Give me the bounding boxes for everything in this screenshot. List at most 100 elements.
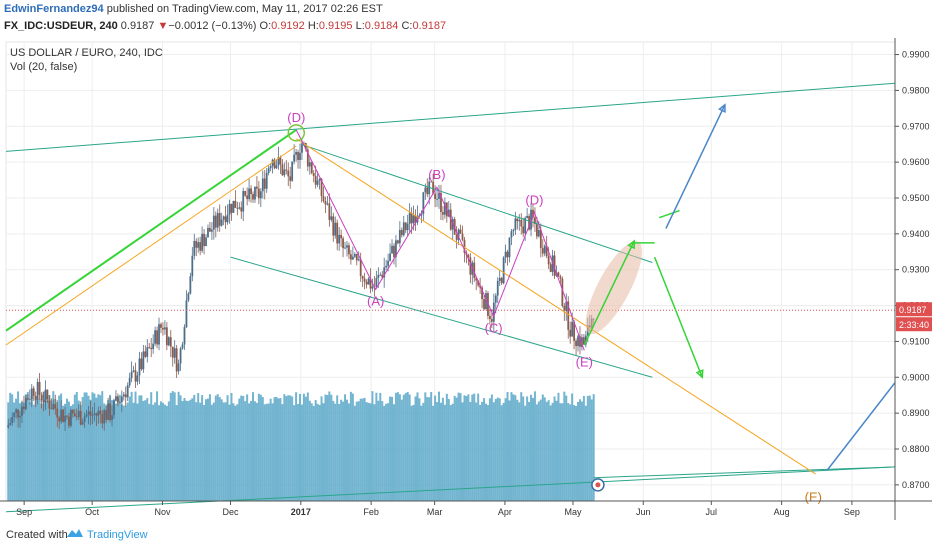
candle-body	[536, 224, 538, 237]
volume-bar	[551, 402, 554, 501]
volume-bar	[314, 399, 317, 501]
candle-body	[297, 152, 299, 161]
volume-bar	[410, 405, 413, 501]
orange-target-line	[296, 138, 816, 475]
axes: 0.9900 0.9800 0.9700 0.9600 0.9500 0.9400 0.93…	[0, 38, 932, 520]
volume-bar	[359, 398, 362, 501]
volume-bar	[187, 401, 190, 501]
event-marker-icon-dot	[595, 482, 601, 488]
candle-body	[541, 248, 544, 254]
candle-body	[271, 159, 274, 167]
tradingview-logo-icon[interactable]	[66, 526, 84, 540]
volume-bar	[20, 401, 23, 501]
volume-bar	[404, 393, 407, 501]
candle-body	[281, 164, 284, 176]
candle-body	[242, 190, 245, 212]
volume-bar	[203, 404, 206, 501]
candle-body	[518, 220, 521, 222]
candle-body	[91, 414, 94, 416]
candle-body	[169, 337, 172, 347]
candle-body	[97, 410, 100, 416]
candle-body	[377, 275, 380, 279]
green-down-arrow	[653, 256, 703, 378]
volume-bar	[40, 404, 43, 501]
low-label: L:	[355, 20, 365, 32]
candle-body	[440, 192, 442, 213]
volume-bar	[553, 396, 556, 501]
volume-bar	[496, 397, 499, 501]
volume-bar	[118, 394, 121, 501]
candle-body	[181, 344, 184, 349]
candle-body	[559, 276, 562, 279]
drawings: (D) (A) (B) (C) (D) (E) (E)	[5, 82, 896, 513]
candle-body	[244, 190, 247, 196]
candle-body	[549, 264, 552, 272]
price-tick-label: 0.8800	[902, 444, 930, 454]
candle-body	[299, 152, 301, 161]
candle-body	[483, 299, 485, 310]
candle-body	[42, 400, 45, 403]
volume-bar	[344, 394, 347, 501]
volume-bar	[60, 393, 63, 501]
bottom-support-line	[5, 466, 896, 513]
volume-bar	[197, 393, 200, 501]
volume-bar	[226, 395, 229, 501]
volume-bar	[461, 402, 464, 501]
volume-bar	[318, 404, 321, 501]
volume-bar	[300, 404, 303, 501]
candle-body	[436, 198, 438, 200]
price-tick-label: 0.9600	[902, 157, 930, 167]
candle-body	[162, 327, 164, 330]
volume-bar	[240, 395, 243, 501]
volume-bar	[38, 399, 41, 501]
volume-bar	[543, 397, 546, 501]
volume-bar	[95, 397, 98, 501]
volume-bar	[549, 405, 552, 501]
candle-body	[89, 411, 92, 416]
wave-label: (E)	[805, 490, 822, 505]
candle-body	[85, 414, 88, 417]
volume-bar	[436, 402, 439, 501]
volume-bar	[571, 393, 574, 501]
volume-bar	[205, 399, 208, 501]
volume-bar	[398, 394, 401, 501]
volume-bar	[524, 405, 527, 501]
candle-body	[371, 286, 374, 289]
candle-body	[171, 346, 174, 358]
volume-bar	[310, 403, 313, 501]
volume-bar	[492, 402, 495, 501]
time-tick-label: Apr	[498, 507, 512, 517]
price-chart[interactable]: (D) (A) (B) (C) (D) (E) (E) 0.9900 0.9800 0.9700…	[0, 38, 932, 520]
candle-body	[459, 229, 462, 234]
candle-body	[154, 330, 157, 344]
candle-body	[214, 215, 217, 228]
symbol-label[interactable]: FX_IDC:USDEUR, 240	[4, 20, 118, 32]
candle-body	[9, 423, 12, 425]
candle-body	[381, 274, 384, 278]
volume-bar	[69, 405, 72, 501]
volume-bar	[424, 392, 427, 501]
volume-bar	[580, 401, 583, 501]
candle-body	[234, 200, 237, 208]
volume-bar	[520, 392, 523, 501]
candle-body	[363, 278, 366, 282]
candle-body	[379, 274, 382, 276]
volume-bar	[105, 405, 108, 501]
volume-bar	[373, 404, 376, 501]
volume-bar	[161, 402, 164, 501]
volume-bar	[201, 395, 204, 501]
candle-body	[68, 416, 70, 426]
candle-body	[148, 347, 151, 348]
last-price-tag	[896, 302, 932, 317]
volume-bar	[275, 396, 278, 501]
open-value: 0.9192	[271, 20, 305, 32]
candle-body	[340, 234, 343, 239]
candle-body	[490, 319, 493, 322]
tradingview-brand[interactable]: TradingView	[87, 529, 148, 541]
author-link[interactable]: EdwinFernandez94	[4, 3, 104, 15]
candle-body	[434, 193, 436, 200]
volume-bar	[516, 399, 519, 501]
volume-bar	[422, 402, 425, 501]
candle-body	[504, 251, 507, 258]
volume-bar	[302, 393, 305, 501]
